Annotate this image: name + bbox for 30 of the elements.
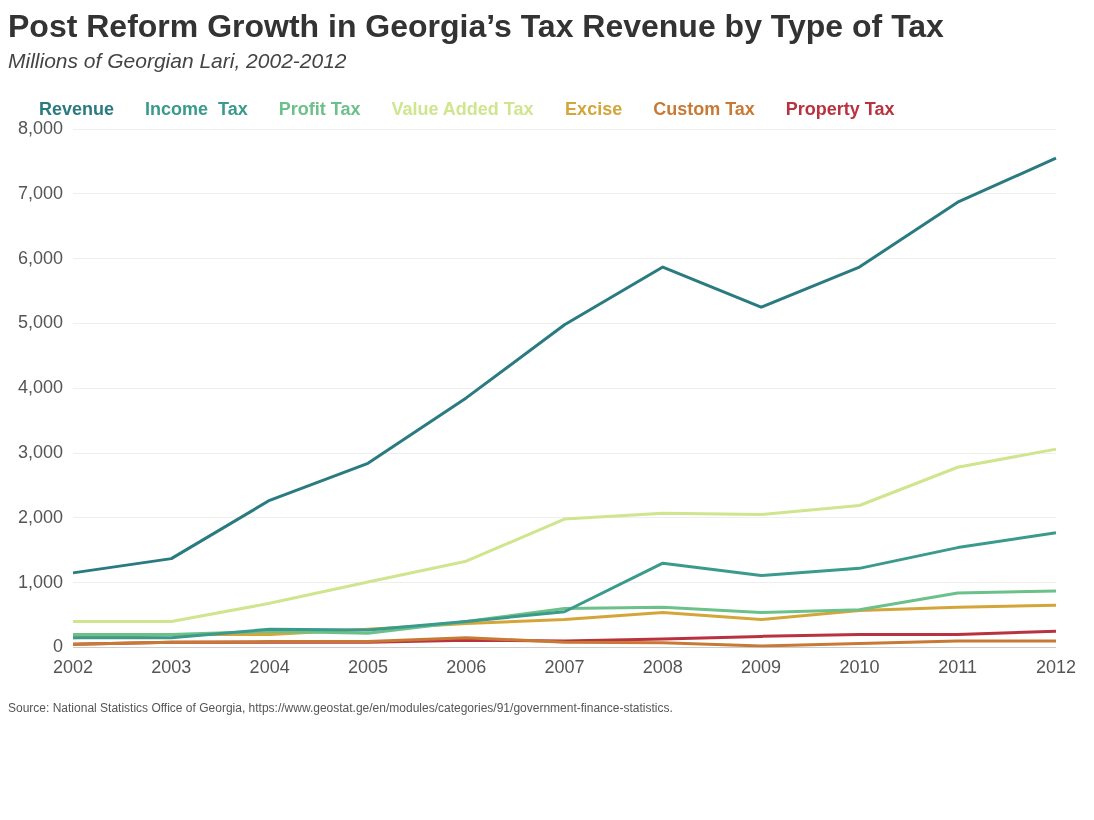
x-tick-label: 2006 — [446, 657, 487, 678]
y-tick-label: 5,000 — [18, 312, 64, 333]
text: Custom Tax — [653, 98, 755, 119]
chart-subtitle: Millions of Georgian Lari, 2002-2012 — [8, 49, 348, 73]
y-tick-label: 4,000 — [18, 377, 64, 398]
text: Property Tax — [785, 98, 895, 119]
x-tick-label: 2005 — [347, 657, 388, 678]
x-tick-label: 2010 — [839, 657, 880, 678]
y-tick-label: 2,000 — [18, 506, 64, 527]
text: Profit Tax — [278, 98, 361, 119]
x-tick-label: 2008 — [642, 657, 683, 678]
x-tick-label: 2004 — [249, 657, 290, 678]
chart-title: Post Reform Growth in Georgia’s Tax Revenue by Type of Tax — [8, 8, 945, 45]
x-tick-label: 2011 — [938, 657, 978, 678]
x-tick-label: 2012 — [1035, 657, 1076, 678]
x-tick-label: 2007 — [544, 657, 585, 678]
y-tick-label: 8,000 — [18, 117, 64, 138]
y-tick-label: 3,000 — [18, 441, 64, 462]
x-tick-label: 2002 — [53, 657, 94, 678]
y-tick-label: 1,000 — [18, 571, 64, 592]
y-tick-label: 6,000 — [18, 247, 64, 268]
y-tick-label: 0 — [53, 636, 64, 657]
y-tick-label: 7,000 — [18, 182, 64, 203]
text: Value Added Tax — [391, 98, 534, 119]
source-note: Source: National Statistics Office of Georgia, https://www.geostat.ge/en/modules/categories/91/government-finance-statistics. — [8, 701, 674, 715]
text: Income Tax — [145, 98, 248, 119]
x-tick-label: 2009 — [741, 657, 782, 678]
text: Revenue — [39, 98, 115, 119]
x-tick-label: 2003 — [151, 657, 192, 678]
text: Excise — [565, 98, 623, 119]
